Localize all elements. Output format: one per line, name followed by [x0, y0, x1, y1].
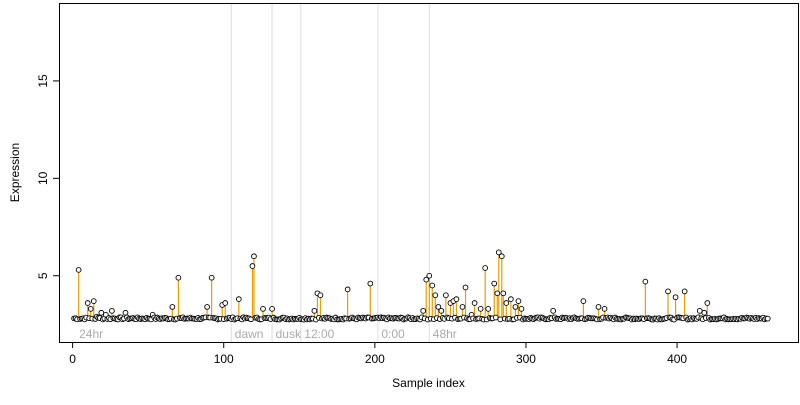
- x-tick-label: 300: [516, 352, 536, 366]
- y-tick-label: 15: [36, 74, 50, 88]
- peak-point: [580, 298, 587, 304]
- peak-point: [701, 309, 708, 316]
- peak-point: [665, 288, 671, 295]
- region-label: 48hr: [433, 327, 457, 341]
- peak-point: [311, 307, 318, 314]
- peak-point: [477, 306, 484, 312]
- peak-point: [90, 298, 97, 304]
- peak-point: [518, 306, 525, 312]
- x-tick-label: 200: [365, 352, 385, 366]
- peak-point: [204, 304, 210, 310]
- peak-point: [98, 309, 105, 316]
- peak-point: [491, 280, 498, 287]
- peak-point: [495, 249, 502, 256]
- peak-point: [84, 300, 91, 306]
- peak-point: [500, 290, 507, 297]
- peak-point: [550, 307, 557, 314]
- peak-point: [251, 253, 257, 260]
- data-point: [764, 315, 771, 322]
- peak-point: [485, 306, 492, 312]
- peak-point: [642, 278, 649, 285]
- data-point: [492, 314, 499, 321]
- region-label: 24hr: [79, 327, 103, 341]
- y-axis-title: Expression: [8, 143, 22, 202]
- peak-point: [508, 296, 514, 302]
- peak-point: [426, 272, 433, 279]
- peak-point: [420, 307, 427, 314]
- peak-point: [482, 265, 489, 271]
- data-point: [497, 316, 504, 323]
- region-label: dusk: [276, 327, 302, 341]
- peak-point: [459, 304, 466, 310]
- region-label: 12:00: [304, 327, 334, 341]
- peak-point: [367, 280, 374, 287]
- peak-point: [109, 307, 115, 314]
- x-axis-title: Sample index: [392, 376, 465, 390]
- peak-point: [175, 274, 182, 281]
- x-tick-label: 100: [214, 352, 234, 366]
- peak-point: [222, 300, 229, 306]
- peak-point: [453, 296, 460, 302]
- x-tick-label: 0: [69, 352, 76, 366]
- axes: 0 100 200 300 400 5 10 15: [36, 74, 687, 366]
- peak-point: [462, 284, 469, 291]
- data-points: [71, 249, 771, 323]
- peak-point: [681, 288, 688, 295]
- y-tick-label: 5: [36, 272, 50, 279]
- region-labels: 24hr dawn dusk 12:00 0:00 48hr: [79, 327, 457, 341]
- peak-point: [512, 304, 519, 310]
- region-label: dawn: [235, 327, 264, 341]
- peak-point: [515, 298, 522, 304]
- peak-point: [317, 292, 324, 299]
- peak-point: [423, 276, 430, 283]
- peak-point: [471, 300, 478, 306]
- peak-point: [169, 304, 176, 310]
- peak-point: [429, 282, 436, 289]
- peak-point: [269, 306, 275, 312]
- peak-point: [260, 306, 266, 312]
- y-tick-label: 10: [36, 171, 50, 185]
- peak-point: [672, 294, 679, 301]
- peak-point: [601, 306, 608, 312]
- peak-point: [498, 253, 505, 260]
- peak-point: [208, 274, 215, 281]
- peak-point: [75, 267, 82, 273]
- peak-point: [494, 290, 501, 297]
- peak-point: [249, 263, 256, 269]
- peak-point: [432, 292, 439, 299]
- data-point: [248, 316, 254, 323]
- peak-point: [704, 300, 711, 306]
- peak-point: [235, 296, 242, 302]
- region-dividers: [230, 3, 430, 342]
- peak-point: [344, 286, 351, 293]
- peak-point: [503, 300, 510, 306]
- region-label: 0:00: [381, 327, 405, 341]
- peak-point: [438, 307, 445, 314]
- peak-point: [443, 292, 449, 299]
- peak-point: [435, 304, 442, 310]
- peak-point: [122, 309, 129, 316]
- peak-point: [696, 307, 703, 314]
- x-tick-label: 400: [667, 352, 687, 366]
- peak-point: [595, 304, 602, 310]
- peak-point: [87, 306, 94, 312]
